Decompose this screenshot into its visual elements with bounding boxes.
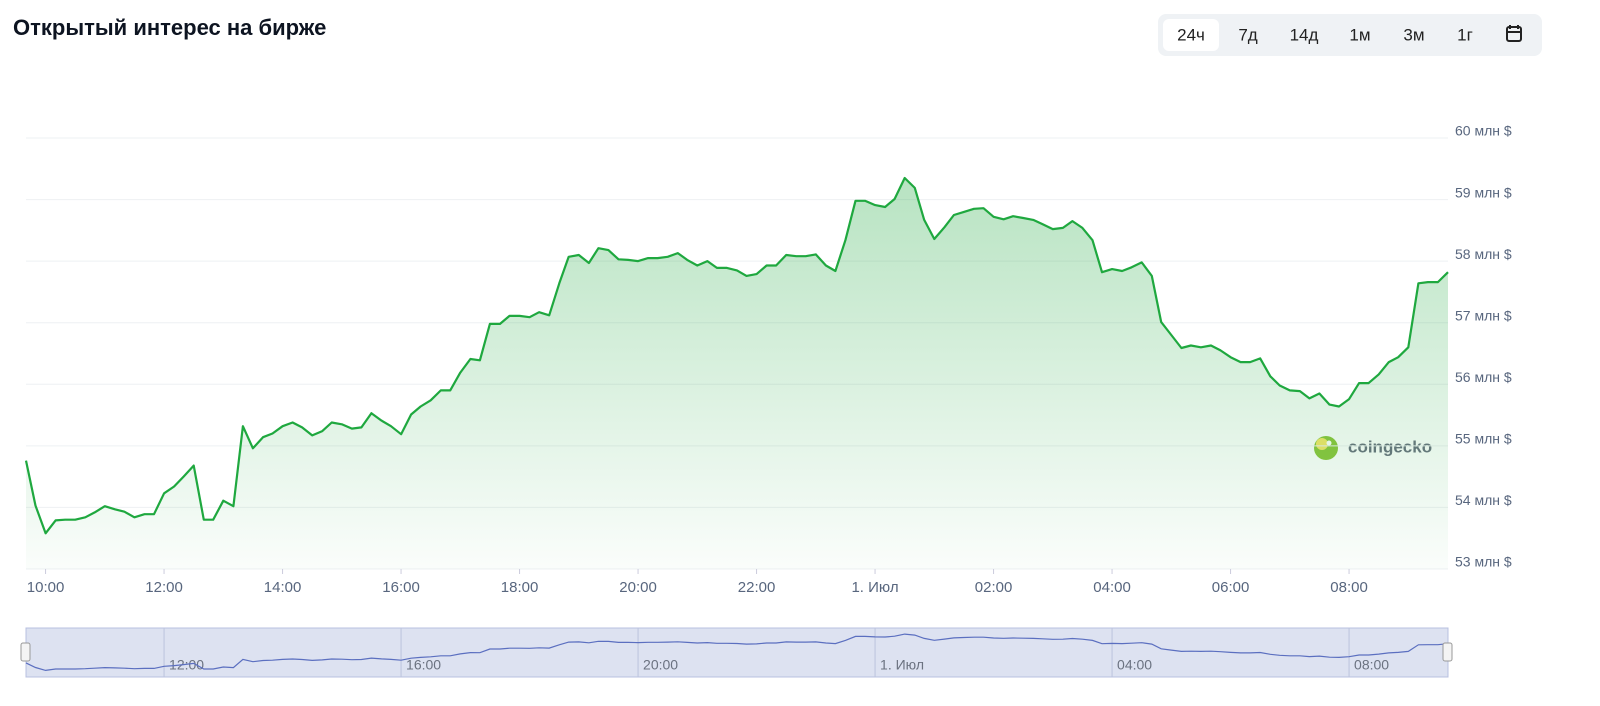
chart-title: Открытый интерес на бирже bbox=[13, 15, 326, 40]
x-tick-label: 04:00 bbox=[1093, 579, 1131, 596]
x-tick-label: 16:00 bbox=[382, 579, 420, 596]
x-tick-label: 22:00 bbox=[738, 579, 776, 596]
range-button[interactable]: 1г bbox=[1457, 25, 1473, 44]
navigator-label: 08:00 bbox=[1354, 657, 1389, 673]
range-selector bbox=[1158, 14, 1542, 56]
x-tick-label: 14:00 bbox=[264, 579, 302, 596]
range-button[interactable]: 7д bbox=[1238, 25, 1257, 44]
navigator[interactable] bbox=[25, 627, 1449, 678]
x-tick-label: 1. Июл bbox=[851, 579, 898, 596]
x-tick-label: 18:00 bbox=[501, 579, 539, 596]
x-tick-label: 06:00 bbox=[1212, 579, 1250, 596]
area-fill bbox=[26, 178, 1448, 569]
y-tick-label: 59 млн $ bbox=[1455, 184, 1512, 200]
navigator-line bbox=[25, 633, 1449, 672]
y-tick-label: 60 млн $ bbox=[1455, 123, 1512, 139]
range-button[interactable]: 24ч bbox=[1177, 25, 1205, 44]
x-tick-label: 08:00 bbox=[1330, 579, 1368, 596]
navigator-label: 16:00 bbox=[406, 657, 441, 673]
navigator-handle[interactable] bbox=[20, 642, 31, 662]
calendar-button[interactable] bbox=[1506, 25, 1522, 42]
navigator-label: 1. Июл bbox=[880, 657, 924, 673]
x-tick-label: 20:00 bbox=[619, 579, 657, 596]
active-button-bg bbox=[1163, 19, 1219, 51]
y-tick-label: 55 млн $ bbox=[1455, 431, 1512, 447]
line bbox=[24, 176, 1449, 535]
range-button[interactable]: 1м bbox=[1349, 25, 1370, 44]
y-tick-label: 57 млн $ bbox=[1455, 307, 1512, 323]
x-tick-label: 12:00 bbox=[145, 579, 183, 596]
y-tick-label: 58 млн $ bbox=[1455, 246, 1512, 262]
navigator-label: 20:00 bbox=[643, 657, 678, 673]
range-button[interactable]: 3м bbox=[1403, 25, 1424, 44]
x-tick-label: 10:00 bbox=[27, 579, 65, 596]
navigator-label: 04:00 bbox=[1117, 657, 1152, 673]
range-button[interactable]: 14д bbox=[1290, 25, 1319, 44]
navigator-handle[interactable] bbox=[1442, 642, 1453, 662]
y-tick-label: 54 млн $ bbox=[1455, 492, 1512, 508]
y-tick-label: 53 млн $ bbox=[1455, 554, 1512, 570]
y-tick-label: 56 млн $ bbox=[1455, 369, 1512, 385]
x-tick-label: 02:00 bbox=[975, 579, 1013, 596]
